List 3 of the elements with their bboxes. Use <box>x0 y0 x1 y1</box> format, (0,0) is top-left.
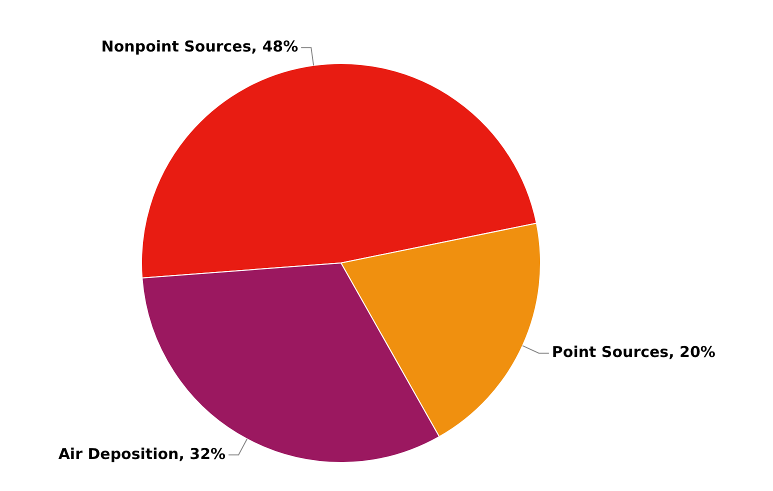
slice-label: Point Sources, 20% <box>552 343 716 362</box>
slice-label: Air Deposition, 32% <box>58 444 226 463</box>
slice-label: Nonpoint Sources, 48% <box>101 37 298 56</box>
